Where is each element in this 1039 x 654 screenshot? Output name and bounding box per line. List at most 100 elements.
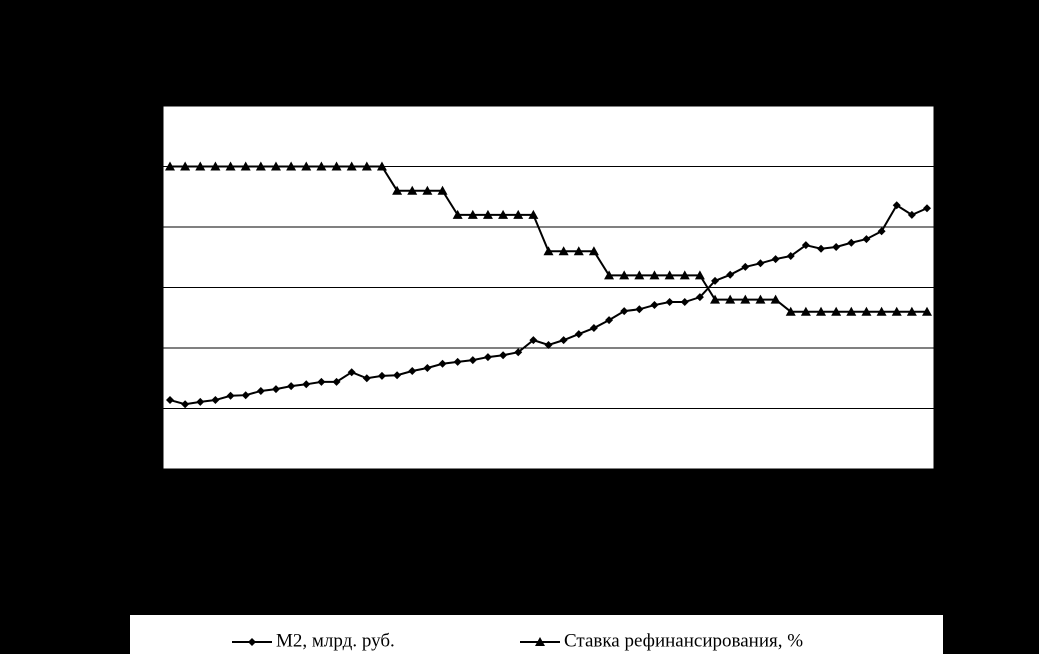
point (816, 306, 827, 316)
point (877, 227, 886, 236)
point (604, 270, 615, 280)
point (529, 336, 538, 345)
point (694, 270, 705, 280)
point (422, 185, 433, 195)
point (817, 244, 826, 253)
point (756, 259, 765, 268)
point (332, 377, 341, 386)
legend (130, 615, 943, 654)
point (438, 359, 447, 368)
point (620, 307, 629, 316)
point (589, 324, 598, 333)
point (876, 306, 887, 316)
point (499, 351, 508, 360)
point (680, 298, 689, 307)
point (302, 380, 311, 389)
point (892, 201, 901, 210)
point (211, 396, 220, 405)
point (800, 306, 811, 316)
point (453, 357, 462, 366)
point (832, 242, 841, 251)
point (256, 386, 265, 395)
point (770, 294, 781, 304)
point (862, 235, 871, 244)
point (741, 262, 750, 271)
point (392, 185, 403, 195)
point (376, 161, 387, 171)
point (605, 316, 614, 325)
point (665, 298, 674, 307)
point (831, 306, 842, 316)
point (740, 294, 751, 304)
point (408, 366, 417, 375)
point (166, 396, 174, 405)
point (847, 238, 856, 247)
point (711, 276, 720, 285)
point (452, 209, 463, 219)
point (528, 209, 539, 219)
point (846, 306, 857, 316)
point (907, 210, 916, 219)
point (498, 209, 509, 219)
point (543, 246, 554, 256)
point (771, 255, 780, 264)
point (241, 391, 250, 400)
point (180, 161, 191, 171)
point (664, 270, 675, 280)
point (923, 204, 931, 213)
point (483, 353, 492, 362)
point (270, 161, 281, 171)
point (347, 368, 356, 377)
point (316, 161, 327, 171)
point (482, 209, 493, 219)
point (181, 400, 190, 409)
point (287, 382, 296, 391)
point (225, 161, 236, 171)
point (514, 348, 523, 357)
point (906, 306, 917, 316)
point (361, 161, 372, 171)
point (240, 161, 251, 171)
point (393, 371, 402, 380)
point (377, 371, 386, 380)
point (544, 340, 553, 349)
point (785, 306, 796, 316)
point (559, 336, 568, 345)
point (558, 246, 569, 256)
legend-marker (535, 637, 545, 646)
point (437, 185, 448, 195)
point (468, 356, 477, 365)
legend-label: Ставка рефинансирования, % (564, 630, 803, 651)
point (331, 161, 342, 171)
point (195, 161, 206, 171)
point (755, 294, 766, 304)
point (165, 161, 175, 171)
point (196, 397, 205, 406)
legend-label: M2, млрд. руб. (276, 630, 395, 651)
point (301, 161, 312, 171)
point (891, 306, 902, 316)
point (801, 241, 810, 250)
point (635, 305, 644, 314)
point (271, 385, 280, 394)
point (362, 374, 371, 383)
point (679, 270, 690, 280)
point (861, 306, 872, 316)
point (255, 161, 266, 171)
point (695, 293, 704, 302)
point (574, 330, 583, 339)
point (619, 270, 630, 280)
point (786, 252, 795, 261)
point (513, 209, 524, 219)
point (573, 246, 584, 256)
point (467, 209, 478, 219)
point (317, 377, 326, 386)
point (423, 363, 432, 372)
point (725, 294, 736, 304)
legend-marker (248, 638, 256, 646)
point (588, 246, 599, 256)
point (210, 161, 221, 171)
point (650, 301, 659, 310)
point (922, 306, 932, 316)
